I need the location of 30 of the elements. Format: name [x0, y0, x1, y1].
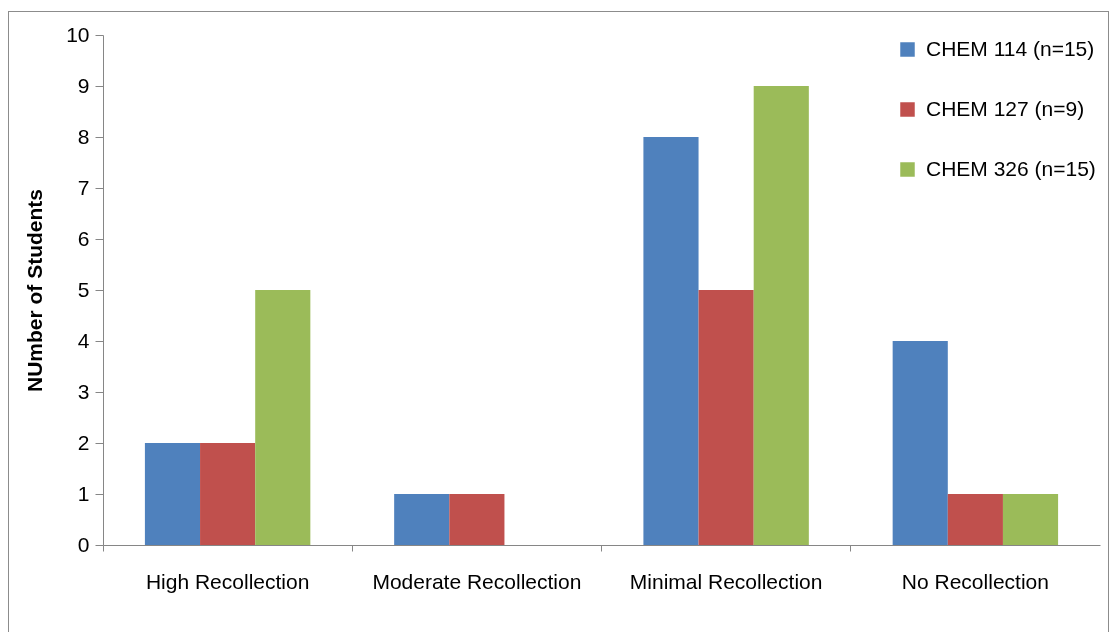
y-tick-label: 10 [66, 22, 90, 46]
bar [144, 443, 201, 545]
y-tick-label: 7 [77, 175, 90, 199]
y-tick-label: 9 [77, 73, 90, 97]
bar [255, 290, 311, 545]
bar [200, 443, 256, 545]
y-axis-title: NUmber of Students [23, 188, 47, 393]
bar [643, 137, 699, 545]
legend-label: CHEM 114 (n=15) [926, 36, 1095, 60]
y-tick-label: 3 [77, 379, 90, 403]
y-tick-label: 0 [77, 532, 90, 556]
y-tick-label: 6 [77, 226, 90, 250]
bar [947, 494, 1003, 545]
legend-label: CHEM 127 (n=9) [926, 96, 1085, 120]
bar [753, 86, 809, 545]
bar [449, 494, 505, 545]
y-tick-label: 4 [77, 328, 90, 352]
y-tick-label: 8 [77, 124, 90, 148]
y-tick-label: 2 [77, 430, 90, 454]
bar [1002, 494, 1059, 545]
y-tick-label: 5 [77, 277, 90, 301]
x-tick-label: No Recollection [901, 569, 1049, 593]
bar [698, 290, 754, 545]
x-tick-label: High Recollection [145, 569, 310, 593]
bar [394, 494, 450, 545]
legend-label: CHEM 326 (n=15) [926, 156, 1096, 180]
bar [892, 341, 948, 545]
x-tick-label: Moderate Recollection [372, 569, 582, 593]
y-tick-label: 1 [77, 481, 90, 505]
x-tick-label: Minimal Recollection [629, 569, 823, 593]
